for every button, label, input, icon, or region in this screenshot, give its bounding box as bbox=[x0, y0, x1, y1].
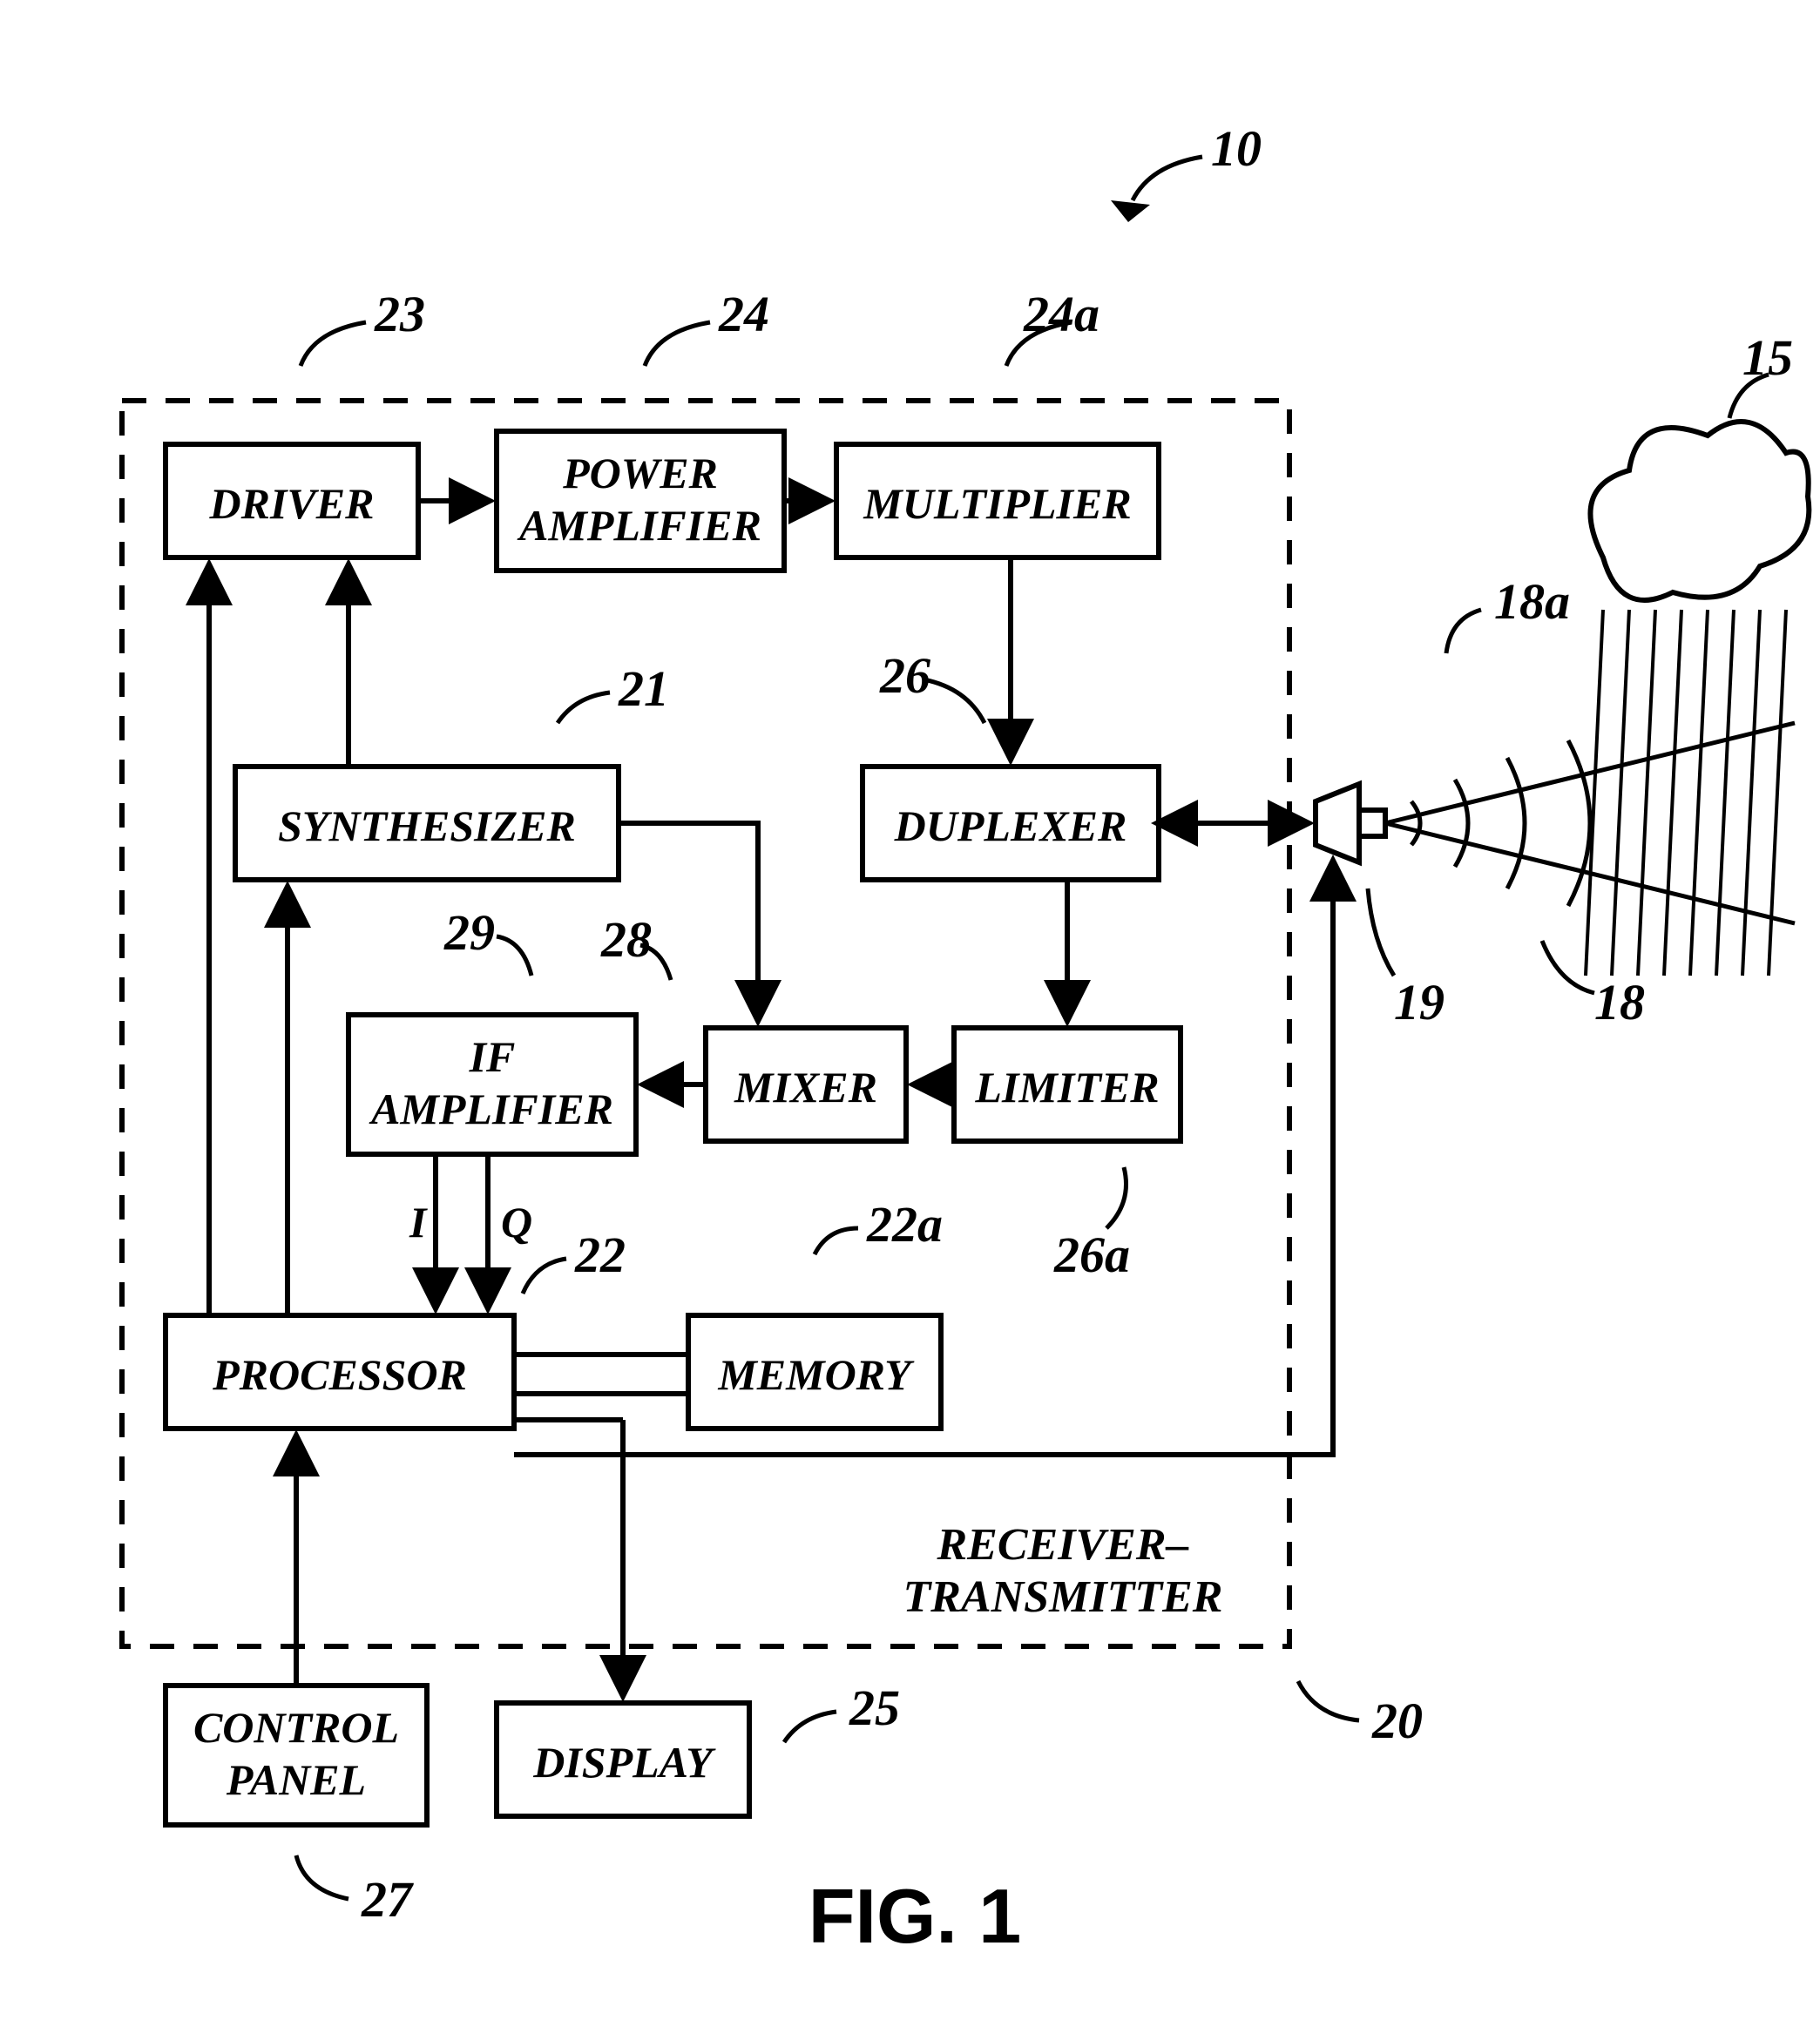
cloud-icon bbox=[1590, 422, 1809, 600]
container-label-1: RECEIVER– bbox=[936, 1520, 1188, 1570]
ref-21: 21 bbox=[618, 660, 669, 717]
power-amplifier-block: POWER AMPLIFIER bbox=[497, 431, 784, 571]
ref-19: 19 bbox=[1394, 974, 1444, 1030]
memory-block: MEMORY bbox=[688, 1315, 941, 1429]
ref-22a: 22a bbox=[866, 1196, 943, 1253]
multiplier-block: MULTIPLIER bbox=[836, 444, 1159, 557]
ref-29: 29 bbox=[443, 904, 495, 961]
antenna-icon bbox=[1316, 784, 1385, 862]
mixer-block: MIXER bbox=[706, 1028, 906, 1141]
power-amp-label: POWER bbox=[562, 449, 718, 497]
synthesizer-block: SYNTHESIZER bbox=[235, 767, 619, 880]
svg-text:CONTROL: CONTROL bbox=[193, 1703, 399, 1752]
display-block: DISPLAY bbox=[497, 1703, 749, 1816]
svg-text:IF: IF bbox=[469, 1032, 516, 1081]
limiter-label: LIMITER bbox=[974, 1063, 1159, 1111]
display-label: DISPLAY bbox=[532, 1738, 716, 1787]
signal-i: I bbox=[409, 1198, 428, 1247]
limiter-block: LIMITER bbox=[954, 1028, 1181, 1141]
ref-24: 24 bbox=[718, 286, 769, 342]
ref-28: 28 bbox=[600, 911, 652, 968]
synthesizer-label: SYNTHESIZER bbox=[278, 801, 576, 850]
processor-block: PROCESSOR bbox=[166, 1315, 514, 1429]
driver-block: DRIVER bbox=[166, 444, 418, 557]
svg-text:POWER: POWER bbox=[562, 449, 718, 497]
ref-26a: 26a bbox=[1053, 1226, 1130, 1283]
processor-label: PROCESSOR bbox=[212, 1350, 467, 1399]
signal-q: Q bbox=[501, 1198, 532, 1247]
duplexer-block: DUPLEXER bbox=[863, 767, 1159, 880]
ref-25: 25 bbox=[849, 1679, 900, 1736]
ref-23: 23 bbox=[374, 286, 425, 342]
multiplier-label: MULTIPLIER bbox=[863, 479, 1131, 528]
ref-26: 26 bbox=[879, 647, 930, 704]
container-label-2: TRANSMITTER bbox=[903, 1572, 1223, 1622]
ref-18a: 18a bbox=[1494, 573, 1570, 630]
duplexer-label: DUPLEXER bbox=[894, 801, 1127, 850]
system-leader-arrow bbox=[1111, 200, 1150, 222]
ref-20: 20 bbox=[1371, 1693, 1423, 1749]
mixer-label: MIXER bbox=[734, 1063, 877, 1111]
ref-15: 15 bbox=[1742, 329, 1793, 386]
driver-label: DRIVER bbox=[209, 479, 375, 528]
svg-text:AMPLIFIER: AMPLIFIER bbox=[369, 1084, 613, 1133]
svg-text:PANEL: PANEL bbox=[226, 1755, 366, 1804]
figure-label: FIG. 1 bbox=[809, 1873, 1022, 1959]
if-amplifier-block: IF AMPLIFIER bbox=[348, 1015, 636, 1154]
rain-icon bbox=[1586, 610, 1786, 976]
ref-24a: 24a bbox=[1023, 286, 1099, 342]
block-diagram: DRIVER POWER AMPLIFIER MULTIPLIER SYNTHE… bbox=[0, 0, 1820, 2027]
ref-18: 18 bbox=[1594, 974, 1645, 1030]
svg-text:AMPLIFIER: AMPLIFIER bbox=[517, 501, 761, 550]
memory-label: MEMORY bbox=[717, 1350, 915, 1399]
ref-10: 10 bbox=[1211, 120, 1262, 177]
control-panel-block: CONTROL PANEL bbox=[166, 1686, 427, 1825]
ref-27: 27 bbox=[361, 1871, 414, 1928]
ref-22: 22 bbox=[574, 1226, 626, 1283]
